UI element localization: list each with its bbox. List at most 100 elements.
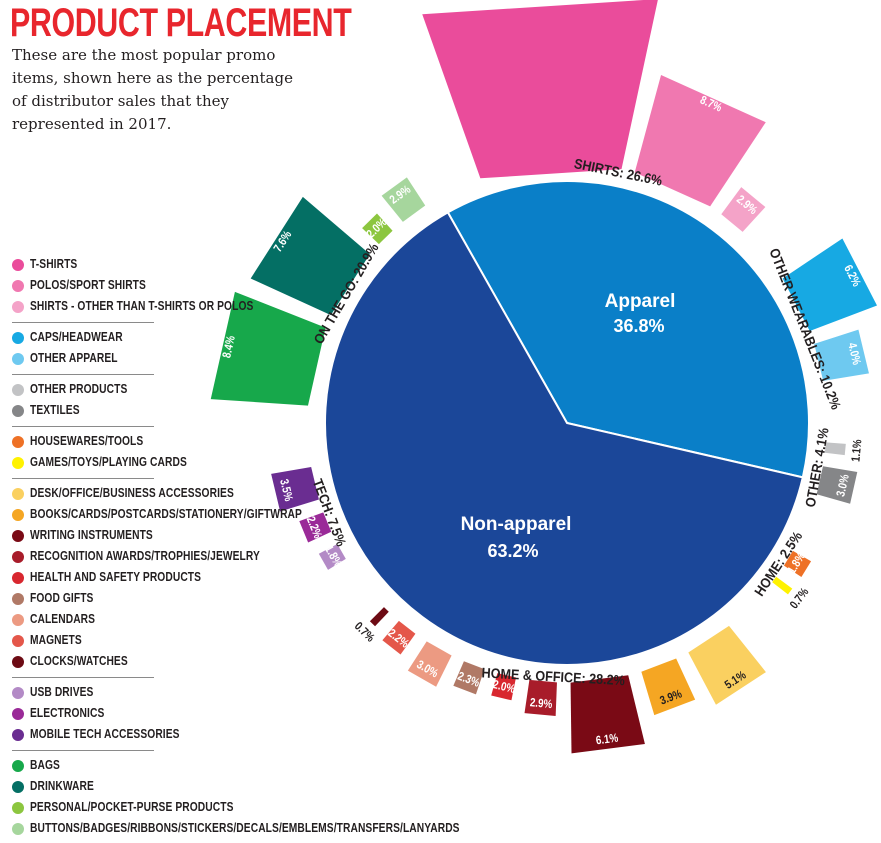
legend-item: RECOGNITION AWARDS/TROPHIES/JEWELRY	[12, 546, 312, 567]
legend-label: CLOCKS/WATCHES	[30, 654, 128, 668]
legend-swatch	[12, 529, 24, 542]
legend-item: DRINKWARE	[12, 776, 312, 797]
legend-label: BOOKS/CARDS/POSTCARDS/STATIONERY/GIFTWRA…	[30, 507, 302, 521]
legend-swatch	[12, 404, 24, 417]
legend-item: BAGS	[12, 755, 312, 776]
non-apparel-label: Non-apparel	[461, 514, 572, 535]
bar-label-textiles: 3.0%	[834, 473, 852, 498]
legend-item: CLOCKS/WATCHES	[12, 651, 312, 672]
legend-label: FOOD GIFTS	[30, 591, 94, 605]
bar-recognition-awards-trophies-jewelry	[524, 679, 557, 717]
bar-bags	[210, 291, 326, 406]
legend-item: GAMES/TOYS/PLAYING CARDS	[12, 452, 312, 473]
pie-slice-non-apparel	[324, 211, 805, 666]
legend-label: SHIRTS - OTHER THAN T-SHIRTS OR POLOS	[30, 299, 254, 313]
legend-divider	[12, 677, 154, 678]
bar-personal-pocket-purse-products	[362, 213, 393, 245]
apparel-value: 36.8%	[613, 316, 664, 336]
pie-slice-apparel	[446, 180, 810, 479]
legend-swatch	[12, 435, 24, 448]
legend-item: BOOKS/CARDS/POSTCARDS/STATIONERY/GIFTWRA…	[12, 504, 312, 525]
legend: T-SHIRTS POLOS/SPORT SHIRTS SHIRTS - OTHER…	[12, 254, 460, 839]
bar-label-other-apparel: 4.0%	[845, 341, 863, 366]
legend-label: BUTTONS/BADGES/RIBBONS/STICKERS/DECALS/E…	[30, 821, 460, 835]
legend-label: HEALTH AND SAFETY PRODUCTS	[30, 570, 202, 584]
bar-health-and-safety-products	[491, 673, 516, 701]
legend-divider	[12, 478, 154, 479]
apparel-label: Apparel	[605, 291, 676, 312]
bar-usb-drives	[318, 543, 346, 570]
legend-swatch	[12, 822, 24, 835]
legend-label: CALENDARS	[30, 612, 96, 626]
legend-swatch	[12, 592, 24, 605]
legend-divider	[12, 426, 154, 427]
legend-item: POLOS/SPORT SHIRTS	[12, 275, 312, 296]
bar-books-cards-postcards-stationery-giftwrap	[641, 658, 696, 716]
legend-swatch	[12, 634, 24, 647]
legend-item: TEXTILES	[12, 400, 312, 421]
legend-item: T-SHIRTS	[12, 254, 312, 275]
legend-item: OTHER PRODUCTS	[12, 379, 312, 400]
legend-item: USB DRIVES	[12, 682, 312, 703]
legend-swatch	[12, 571, 24, 584]
legend-label: HOUSEWARES/TOOLS	[30, 434, 144, 448]
legend-item: ELECTRONICS	[12, 703, 312, 724]
inner-pie	[324, 180, 810, 666]
bar-label-writing-instruments: 6.1%	[595, 732, 619, 748]
bar-textiles	[816, 466, 858, 504]
legend-item: DESK/OFFICE/BUSINESS ACCESSORIES	[12, 483, 312, 504]
non-apparel-value: 63.2%	[487, 541, 538, 561]
legend-item: HOUSEWARES/TOOLS	[12, 431, 312, 452]
legend-item: BUTTONS/BADGES/RIBBONS/STICKERS/DECALS/E…	[12, 818, 460, 839]
bar-caps-headwear	[782, 238, 878, 331]
legend-label: OTHER APPAREL	[30, 351, 118, 365]
legend-item: SHIRTS - OTHER THAN T-SHIRTS OR POLOS	[12, 296, 312, 317]
legend-label: MOBILE TECH ACCESSORIES	[30, 727, 180, 741]
bar-clocks-watches	[369, 607, 389, 627]
legend-item: CALENDARS	[12, 609, 312, 630]
legend-label: PERSONAL/POCKET-PURSE PRODUCTS	[30, 800, 234, 814]
bar-polos-sport-shirts	[634, 74, 766, 207]
bar-calendars	[407, 641, 452, 687]
legend-label: POLOS/SPORT SHIRTS	[30, 278, 146, 292]
bar-t-shirts	[422, 0, 658, 179]
legend-swatch	[12, 655, 24, 668]
group-label-home-office-28-2: HOME & OFFICE: 28.2%	[481, 665, 625, 689]
legend-item: HEALTH AND SAFETY PRODUCTS	[12, 567, 312, 588]
legend-swatch	[12, 279, 24, 292]
outer-bars: 15.0%8.7%2.9%6.2%4.0%1.1%3.0%1.8%0.7%5.1…	[210, 0, 878, 754]
subtitle: These are the most popular promo items, …	[12, 46, 293, 133]
legend-label: TEXTILES	[30, 403, 80, 417]
bar-food-gifts	[453, 661, 485, 695]
legend-swatch	[12, 550, 24, 563]
bar-label-other-products: 1.1%	[850, 439, 865, 463]
legend-swatch	[12, 613, 24, 626]
legend-swatch	[12, 352, 24, 365]
legend-swatch	[12, 300, 24, 313]
legend-item: MAGNETS	[12, 630, 312, 651]
bar-label-t-shirts: 15.0%	[525, 0, 554, 9]
bar-buttons-badges-ribbons-stickers-decals-emblems-transfers-lanyards	[381, 177, 426, 222]
bar-other-apparel	[814, 329, 869, 381]
bar-label-mobile-tech-accessories: 3.5%	[277, 478, 295, 503]
bar-label-health-and-safety-products: 2.0%	[491, 678, 516, 696]
legend-divider	[12, 374, 154, 375]
bar-other-products	[824, 442, 846, 456]
bar-housewares-tools	[783, 550, 812, 578]
legend-swatch	[12, 331, 24, 344]
legend-swatch	[12, 258, 24, 271]
legend-swatch	[12, 686, 24, 699]
bar-desk-office-business-accessories	[688, 625, 766, 705]
legend-item: PERSONAL/POCKET-PURSE PRODUCTS	[12, 797, 312, 818]
legend-label: RECOGNITION AWARDS/TROPHIES/JEWELRY	[30, 549, 260, 563]
bar-drinkware	[250, 196, 370, 316]
legend-swatch	[12, 707, 24, 720]
legend-swatch	[12, 456, 24, 469]
legend-label: OTHER PRODUCTS	[30, 382, 128, 396]
page-title: PRODUCT PLACEMENT	[10, 1, 352, 45]
bar-label-recognition-awards-trophies-jewelry: 2.9%	[529, 696, 553, 711]
bar-games-toys-playing-cards	[772, 576, 793, 595]
bar-magnets	[382, 620, 416, 655]
legend-label: GAMES/TOYS/PLAYING CARDS	[30, 455, 187, 469]
